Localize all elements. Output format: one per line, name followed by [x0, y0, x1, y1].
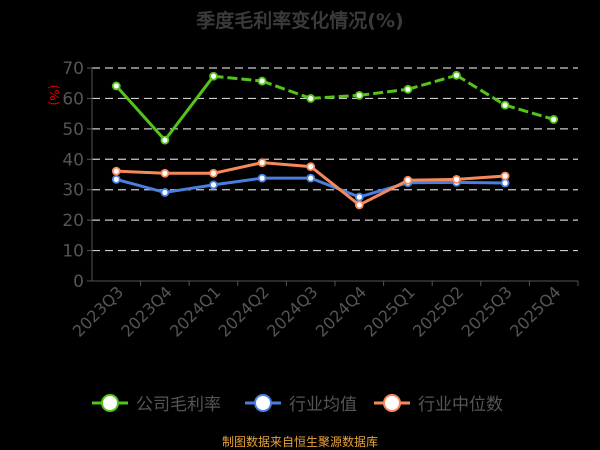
chart-title: 季度毛利率变化情况(%) — [196, 10, 404, 32]
x-tick-label: 2024Q2 — [215, 282, 273, 340]
y-tick-label: 60 — [62, 89, 84, 109]
legend-item[interactable]: 行业中位数 — [374, 394, 503, 415]
series-segment — [504, 103, 555, 121]
y-tick-label: 70 — [62, 59, 84, 79]
y-tick-label: 10 — [62, 242, 84, 262]
x-tick-label: 2023Q4 — [117, 282, 175, 340]
data-point — [306, 94, 316, 103]
series-segment — [456, 180, 506, 185]
y-axis-label: (%) — [47, 85, 61, 106]
series-segment — [213, 74, 263, 83]
x-tick-label: 2025Q4 — [506, 282, 564, 340]
x-tick-label: 2024Q1 — [166, 282, 224, 340]
series-segment — [115, 84, 167, 142]
series-segment — [261, 79, 312, 100]
data-point — [452, 70, 461, 80]
x-tick-label: 2024Q3 — [263, 282, 321, 340]
data-point — [209, 71, 218, 81]
legend-marker-icon — [101, 394, 119, 412]
legend-label: 公司毛利率 — [136, 395, 221, 415]
legend-marker-icon — [254, 394, 272, 412]
series-segment — [164, 183, 214, 194]
data-point — [160, 135, 170, 145]
data-point — [354, 192, 364, 202]
legend-marker-icon — [383, 394, 401, 412]
data-point — [452, 174, 461, 184]
data-point — [549, 115, 559, 124]
source-footer: 制图数据来自恒生聚源数据库 — [221, 435, 378, 449]
series-segment — [163, 75, 215, 142]
y-tick-label: 30 — [62, 181, 84, 201]
series-segment — [359, 87, 409, 97]
legend-item[interactable]: 行业均值 — [245, 394, 357, 415]
series-segment — [213, 176, 263, 187]
data-point — [209, 168, 218, 178]
x-tick-label: 2025Q1 — [360, 282, 418, 340]
y-tick-label: 20 — [62, 211, 84, 231]
data-point — [111, 166, 121, 176]
legend-label: 行业中位数 — [418, 395, 503, 415]
series-segment — [261, 161, 311, 169]
x-tick-label: 2025Q3 — [458, 282, 516, 340]
series-segment — [309, 165, 361, 207]
data-point — [306, 162, 316, 171]
series-segment — [455, 74, 506, 107]
data-point — [500, 100, 510, 110]
data-point — [160, 168, 170, 178]
data-point — [500, 171, 510, 181]
data-point — [354, 200, 364, 210]
data-point — [354, 90, 364, 100]
legend-label: 行业均值 — [289, 395, 357, 415]
series-segment — [310, 93, 360, 100]
series-segment — [358, 178, 409, 207]
y-tick-label: 50 — [62, 120, 84, 140]
data-point — [111, 81, 121, 91]
series-segment — [213, 161, 263, 175]
series-segment — [407, 177, 457, 182]
y-tick-label: 0 — [73, 272, 84, 292]
data-point — [111, 174, 121, 184]
y-tick-label: 40 — [62, 150, 84, 170]
data-point — [257, 158, 267, 168]
data-point — [403, 175, 413, 185]
data-point — [209, 180, 218, 190]
series-segment — [456, 174, 506, 181]
series-segment — [407, 73, 457, 91]
data-point — [257, 173, 267, 183]
data-point — [257, 76, 267, 86]
legend-item[interactable]: 公司毛利率 — [92, 394, 221, 415]
data-point — [160, 188, 170, 197]
series-segment — [115, 177, 166, 194]
series-segment — [116, 169, 165, 175]
x-tick-label: 2025Q2 — [409, 282, 467, 340]
x-tick-label: 2024Q4 — [312, 282, 370, 340]
data-point — [306, 173, 316, 183]
data-point — [500, 178, 510, 188]
data-point — [403, 84, 413, 94]
